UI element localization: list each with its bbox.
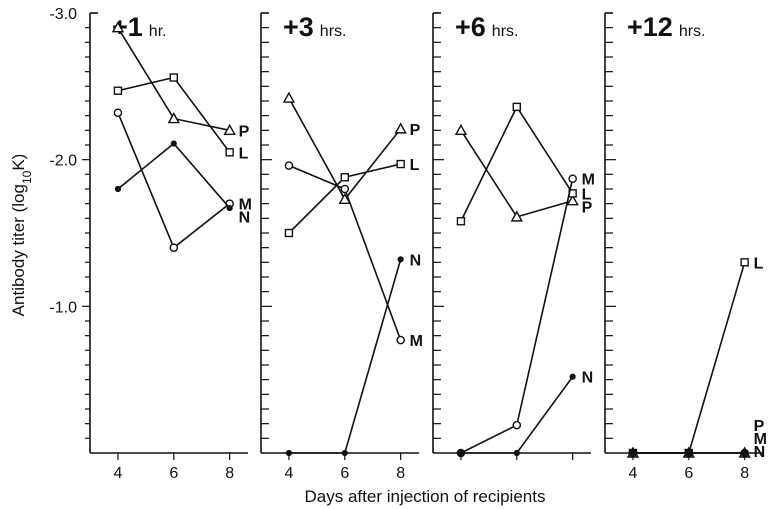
series-line-L	[632, 262, 746, 454]
data-point-M	[169, 243, 179, 252]
y-axis-label: Antibody titer (log10K)	[9, 154, 34, 317]
series-label-M: M	[754, 431, 767, 448]
panel-title-time: +3	[283, 12, 314, 42]
panel-title-unit: hrs.	[679, 23, 706, 40]
data-point-L	[456, 217, 466, 226]
data-point-M	[340, 184, 350, 194]
data-point-L	[169, 73, 178, 82]
x-tick-label: 6	[340, 465, 349, 482]
x-tick-label: 6	[684, 465, 693, 482]
chart-panel-2: 4 6 8 +3 hrs. P L N M	[260, 12, 423, 482]
series-label-N: N	[754, 444, 766, 461]
series-label-M: M	[239, 197, 252, 214]
series-label-M: M	[410, 333, 423, 350]
panel-title-unit: hrs.	[320, 23, 347, 40]
data-point-M	[113, 108, 123, 118]
data-point-L	[740, 258, 749, 267]
series-line-P	[460, 129, 573, 218]
series-line-P	[288, 97, 402, 201]
data-point-N	[741, 449, 748, 457]
series-label-L: L	[582, 186, 592, 203]
x-tick-label: 4	[113, 465, 122, 482]
panel-title: +6 hrs.	[455, 12, 518, 42]
y-axis-label-end: K)	[9, 154, 28, 171]
series-label-L: L	[410, 157, 420, 174]
y-axis-label-subscript: 10	[20, 170, 34, 184]
data-point-P	[510, 210, 523, 222]
data-point-P	[223, 123, 236, 136]
series-label-N: N	[239, 210, 251, 227]
data-point-P	[111, 21, 125, 33]
data-point-N	[513, 449, 520, 457]
data-point-N	[569, 373, 576, 380]
data-point-P	[566, 194, 579, 206]
data-point-P	[282, 91, 296, 103]
data-point-L	[284, 228, 294, 238]
data-point-N	[341, 449, 348, 457]
data-point-L	[512, 102, 521, 112]
data-point-P	[167, 112, 180, 124]
y-axis-label-main: Antibody titer (log	[9, 184, 28, 316]
data-point-M	[568, 174, 577, 184]
data-point-M	[512, 420, 522, 430]
series-line-L	[460, 105, 574, 222]
data-point-P	[454, 123, 468, 136]
x-tick-label: 4	[628, 465, 637, 482]
chart-panel-3: +6 hrs. MLP N	[432, 12, 595, 460]
data-point-P	[394, 122, 407, 134]
x-tick-label: 6	[169, 465, 178, 482]
series-label-P: P	[239, 123, 250, 140]
series-line-M	[117, 112, 231, 249]
panel-title-time: +12	[627, 12, 673, 42]
data-point-M	[396, 335, 405, 345]
data-point-L	[340, 173, 349, 182]
series-label-M: M	[582, 172, 595, 189]
series-label-L: L	[754, 255, 764, 272]
x-axis-label: Days after injection of recipients	[305, 487, 546, 506]
data-point-N	[629, 449, 637, 457]
data-point-L	[113, 86, 123, 95]
series-label-P: P	[582, 199, 593, 216]
data-point-N	[285, 449, 293, 457]
series-label-P: P	[410, 122, 421, 139]
data-point-N	[170, 140, 177, 147]
data-point-N	[226, 204, 233, 212]
panel-title-time: +6	[455, 12, 486, 42]
data-point-P	[338, 192, 351, 204]
series-label-P: P	[754, 418, 765, 435]
y-tick-label: -1.0	[49, 299, 77, 316]
x-tick-label: 8	[396, 465, 405, 482]
series-line-N	[288, 259, 402, 454]
data-point-L	[396, 159, 405, 169]
data-point-N	[457, 449, 465, 457]
data-point-L	[225, 148, 234, 157]
x-tick-label: 8	[225, 465, 234, 482]
data-point-N	[685, 449, 692, 457]
x-tick-label: 8	[740, 465, 749, 482]
chart-panel-4: 4 6 8 +12 hrs. L PMN	[604, 12, 767, 482]
panel-title: +3 hrs.	[283, 12, 346, 42]
panel-title-unit: hr.	[149, 23, 167, 40]
y-tick-label: -3.0	[49, 6, 77, 23]
series-label-N: N	[582, 370, 594, 387]
data-point-M	[284, 161, 294, 170]
y-tick-label: -2.0	[49, 153, 77, 170]
data-point-N	[397, 256, 404, 263]
series-line-N	[460, 376, 574, 454]
panel-title: +12 hrs.	[627, 12, 705, 42]
x-tick-label: 4	[284, 465, 293, 482]
data-point-N	[114, 185, 122, 193]
series-label-L: L	[239, 145, 249, 162]
series-label-N: N	[410, 252, 422, 269]
panel-title-unit: hrs.	[492, 23, 519, 40]
